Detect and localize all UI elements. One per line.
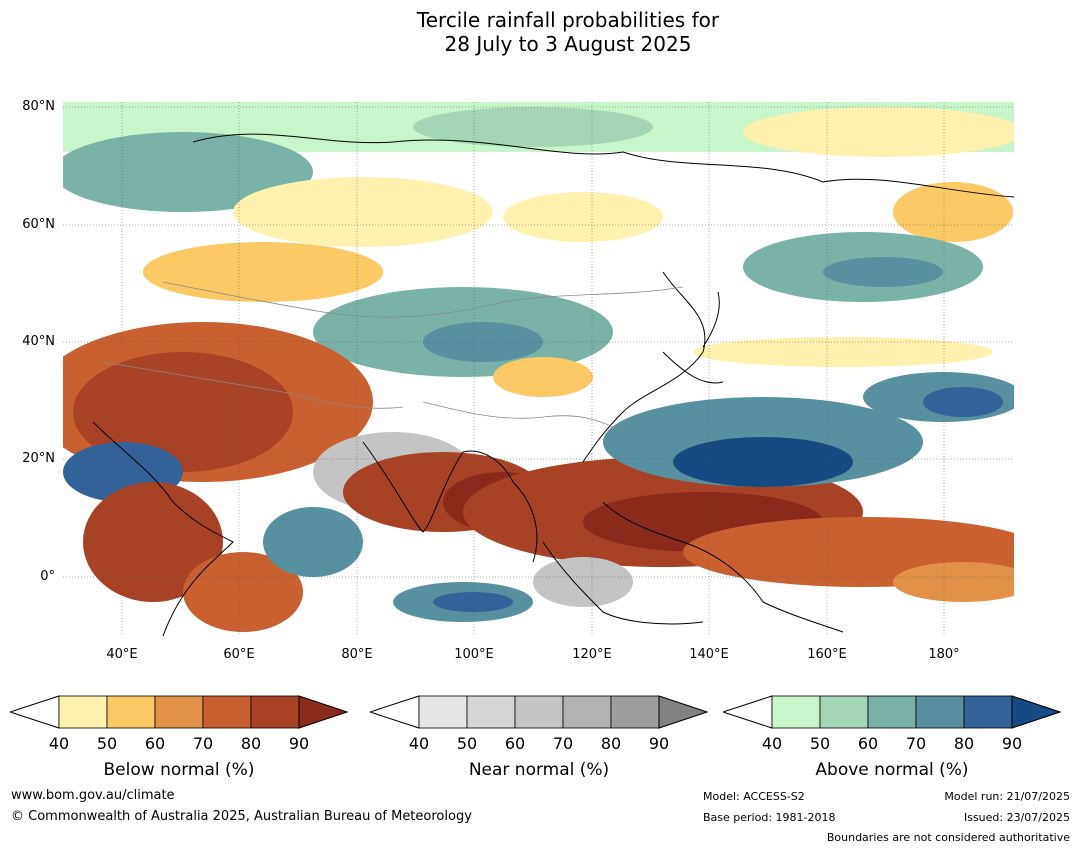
website-link[interactable]: www.bom.gov.au/climate	[11, 788, 175, 803]
colorbar-below-normal	[10, 695, 348, 729]
lat-label-80n: 80°N	[22, 99, 55, 114]
lat-label-20n: 20°N	[22, 451, 55, 466]
probability-field	[63, 102, 1014, 632]
colorbar-near-segment	[610, 695, 660, 729]
colorbar-above-segment	[867, 695, 917, 729]
lon-label-160e: 160°E	[807, 647, 847, 662]
lat-label-60n: 60°N	[22, 217, 55, 232]
title-line-1: Tercile rainfall probabilities for	[416, 8, 720, 32]
colorbar-near-segment	[466, 695, 516, 729]
colorbar-below-segment	[250, 695, 300, 729]
issued-text: Issued: 23/07/2025	[963, 811, 1070, 824]
lat-label-0: 0°	[40, 569, 55, 584]
country-borders	[102, 281, 684, 433]
lon-label-120e: 120°E	[572, 647, 612, 662]
colorbar-near-extend	[658, 695, 708, 729]
model-text: Model: ACCESS-S2	[703, 790, 805, 803]
below-normal-title: Below normal (%)	[103, 760, 255, 780]
colorbar-near-segment	[418, 695, 468, 729]
colorbar-near-tick: 40	[408, 734, 430, 753]
colorbar-above-extend	[1011, 695, 1061, 729]
colorbar-below-tick: 40	[48, 734, 70, 753]
colorbar-near-tick: 50	[456, 734, 478, 753]
colorbar-near-segment	[514, 695, 564, 729]
colorbar-near-tick: 80	[600, 734, 622, 753]
colorbar-near-tick: 70	[552, 734, 574, 753]
lon-label-40e: 40°E	[106, 647, 138, 662]
colorbar-near-tick: 90	[648, 734, 670, 753]
colorbar-above-segment	[771, 695, 821, 729]
lon-label-60e: 60°E	[223, 647, 255, 662]
colorbar-above-segment	[963, 695, 1013, 729]
above-normal-title: Above normal (%)	[815, 760, 969, 780]
colorbar-below-segment	[202, 695, 252, 729]
colorbar-above-tick: 90	[1001, 734, 1023, 753]
model-run-text: Model run: 21/07/2025	[944, 790, 1070, 803]
chart-title: Tercile rainfall probabilities for 28 Ju…	[0, 8, 1081, 56]
colorbar-above-tick: 40	[761, 734, 783, 753]
lon-label-100e: 100°E	[454, 647, 494, 662]
title-line-2: 28 July to 3 August 2025	[444, 32, 692, 56]
colorbar-below-segment	[154, 695, 204, 729]
colorbar-below-tick: 60	[144, 734, 166, 753]
colorbar-above-tick: 60	[857, 734, 879, 753]
rainfall-probability-map	[63, 102, 1014, 636]
colorbar-below-tick: 50	[96, 734, 118, 753]
colorbar-below-extend	[298, 695, 348, 729]
colorbar-near-normal	[370, 695, 708, 729]
colorbar-near-tick: 60	[504, 734, 526, 753]
colorbar-above-segment	[915, 695, 965, 729]
colorbar-below-tick: 90	[288, 734, 310, 753]
colorbar-below-tick: 80	[240, 734, 262, 753]
near-normal-title: Near normal (%)	[468, 760, 610, 780]
colorbar-near-segment	[562, 695, 612, 729]
lon-label-180: 180°	[928, 647, 960, 662]
lon-label-140e: 140°E	[689, 647, 729, 662]
lat-label-40n: 40°N	[22, 334, 55, 349]
base-period-text: Base period: 1981-2018	[703, 811, 836, 824]
map-svg	[63, 102, 1014, 636]
colorbar-above-tick: 50	[809, 734, 831, 753]
colorbar-above-tick: 80	[953, 734, 975, 753]
boundaries-disclaimer: Boundaries are not considered authoritat…	[826, 831, 1070, 844]
graticule	[63, 102, 1014, 636]
colorbar-above-segment	[819, 695, 869, 729]
copyright-text: © Commonwealth of Australia 2025, Austra…	[11, 809, 472, 824]
colorbar-above-tick: 70	[905, 734, 927, 753]
colorbar-below-segment	[106, 695, 156, 729]
colorbar-below-segment	[58, 695, 108, 729]
colorbar-below-tick: 70	[192, 734, 214, 753]
coastlines	[92, 133, 1014, 636]
lon-label-80e: 80°E	[341, 647, 373, 662]
colorbar-above-normal	[723, 695, 1061, 729]
